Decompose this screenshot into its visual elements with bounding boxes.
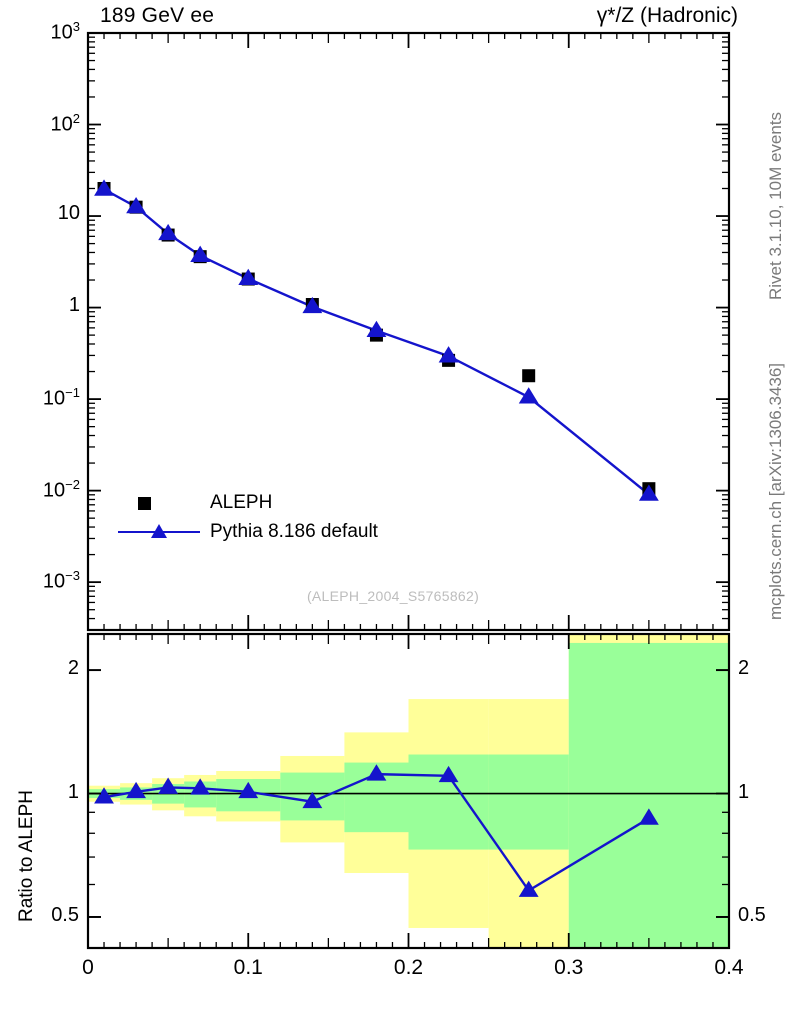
ratio-inner-band (88, 642, 729, 948)
legend-square-marker-icon (118, 492, 204, 514)
data-markers-main (97, 181, 656, 496)
mc-markers-main (94, 179, 659, 501)
mcplots-reference-label: mcplots.cern.ch [arXiv:1306.3436] (766, 362, 785, 620)
x-tick-label: 0 (82, 956, 94, 979)
ratio-panel-frame (86, 632, 731, 950)
ratio-y-tick-label: 2 (738, 657, 750, 680)
ratio-y-tick-label: 0.5 (51, 903, 79, 926)
legend-item-aleph[interactable]: ALEPH (118, 488, 378, 517)
x-tick-label: 0.4 (714, 956, 744, 979)
main-y-tick-label: 1 (68, 293, 80, 316)
main-y-tick-label: 10−1 (42, 385, 80, 410)
main-y-tick-label: 10 (57, 202, 80, 225)
legend-line-triangle-marker-icon (118, 521, 204, 543)
legend-label-aleph: ALEPH (210, 491, 273, 513)
ratio-y-tick-label: 0.5 (738, 903, 766, 926)
legend: ALEPH Pythia 8.186 default (118, 488, 378, 546)
main-y-tick-label: 102 (50, 110, 80, 136)
ratio-y-tick-label: 1 (738, 780, 750, 803)
rivet-version-label: Rivet 3.1.10, 10M events (766, 111, 785, 300)
legend-label-pythia: Pythia 8.186 default (210, 520, 378, 542)
main-y-tick-label: 103 (50, 19, 80, 44)
x-tick-label: 0.1 (233, 956, 263, 979)
ratio-y-tick-label: 2 (67, 657, 79, 680)
ratio-y-tick-label: 1 (67, 780, 79, 803)
x-tick-label: 0.2 (393, 956, 424, 979)
analysis-id-watermark: (ALEPH_2004_S5765862) (306, 588, 480, 604)
header-left-label: 189 GeV ee (100, 4, 215, 27)
mc-curve-ratio (103, 772, 650, 893)
legend-item-pythia[interactable]: Pythia 8.186 default (118, 517, 378, 546)
main-y-tick-label: 10−3 (42, 568, 80, 593)
main-y-tick-label: 10−2 (42, 476, 80, 502)
mc-curve-main (103, 188, 650, 496)
header-right-label: γ*/Z (Hadronic) (596, 4, 738, 27)
x-tick-label: 0.3 (554, 956, 584, 979)
ratio-axis-title: Ratio to ALEPH (16, 790, 37, 923)
mc-markers-ratio (94, 764, 659, 897)
main-panel-frame (86, 31, 731, 632)
